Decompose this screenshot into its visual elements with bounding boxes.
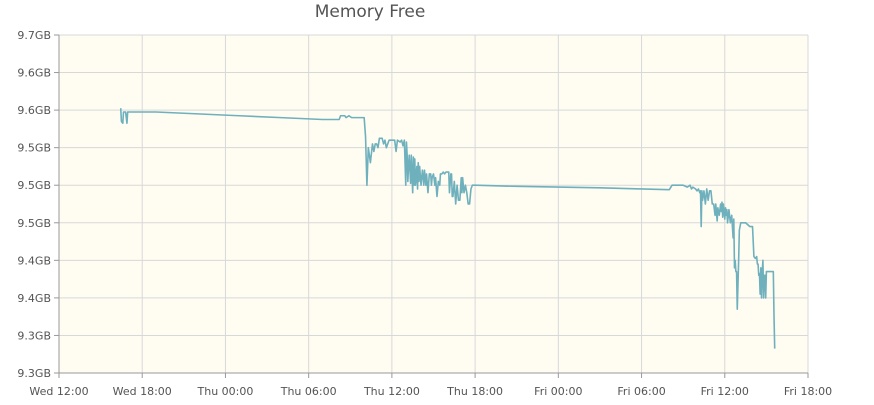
x-tick-label: Thu 00:00: [197, 385, 254, 398]
chart-title: Memory Free: [314, 2, 426, 22]
x-tick-label: Fri 06:00: [617, 385, 665, 398]
x-axis-tick-labels: Wed 12:00 Wed 18:00 Thu 00:00 Thu 06:00 Thu …: [29, 385, 832, 398]
x-tick-label: Wed 12:00: [29, 385, 88, 398]
y-tick-label: 9.3GB: [17, 329, 51, 342]
x-tick-label: Wed 18:00: [113, 385, 172, 398]
y-tick-label: 9.4GB: [17, 254, 51, 267]
y-tick-label: 9.4GB: [17, 292, 51, 305]
series-layer: [119, 108, 776, 349]
y-tick-label: 9.6GB: [17, 104, 51, 117]
x-tick-label: Fri 18:00: [784, 385, 832, 398]
x-tick-label: Thu 06:00: [280, 385, 337, 398]
y-axis-tick-labels: 9.3GB 9.3GB 9.4GB 9.4GB 9.5GB 9.5GB 9.5GB 9.6GB…: [17, 29, 51, 380]
axes: [54, 34, 809, 378]
y-tick-label: 9.5GB: [17, 179, 51, 192]
y-tick-label: 9.3GB: [17, 367, 51, 380]
plot-area: [59, 35, 808, 373]
x-tick-label: Fri 12:00: [701, 385, 749, 398]
y-tick-label: 9.5GB: [17, 142, 51, 155]
y-tick-label: 9.5GB: [17, 217, 51, 230]
x-tick-label: Thu 18:00: [446, 385, 503, 398]
y-tick-label: 9.7GB: [17, 29, 51, 42]
x-tick-label: Thu 12:00: [363, 385, 420, 398]
y-tick-label: 9.6GB: [17, 67, 51, 80]
series-line: [119, 108, 776, 349]
x-tick-label: Fri 00:00: [534, 385, 582, 398]
